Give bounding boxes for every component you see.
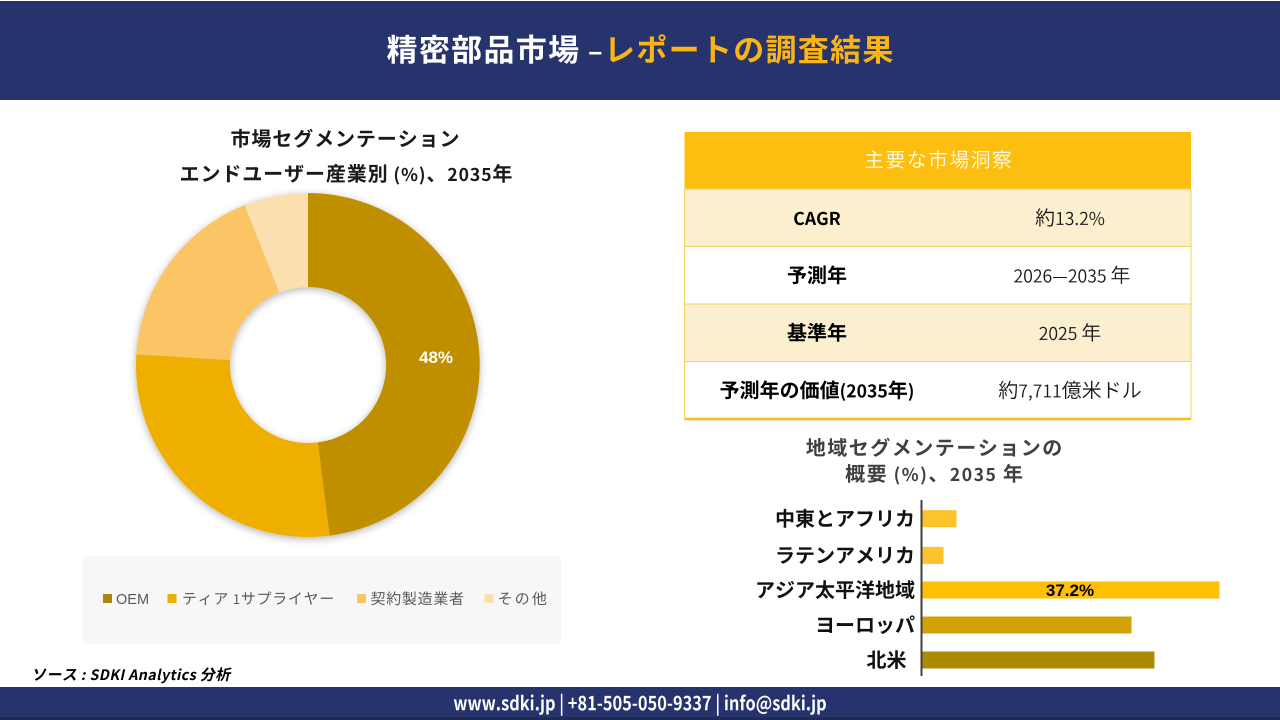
svg-text:OEM: OEM (116, 592, 149, 608)
svg-text:48%: 48% (419, 348, 453, 367)
svg-text:37.2%: 37.2% (1046, 581, 1094, 600)
